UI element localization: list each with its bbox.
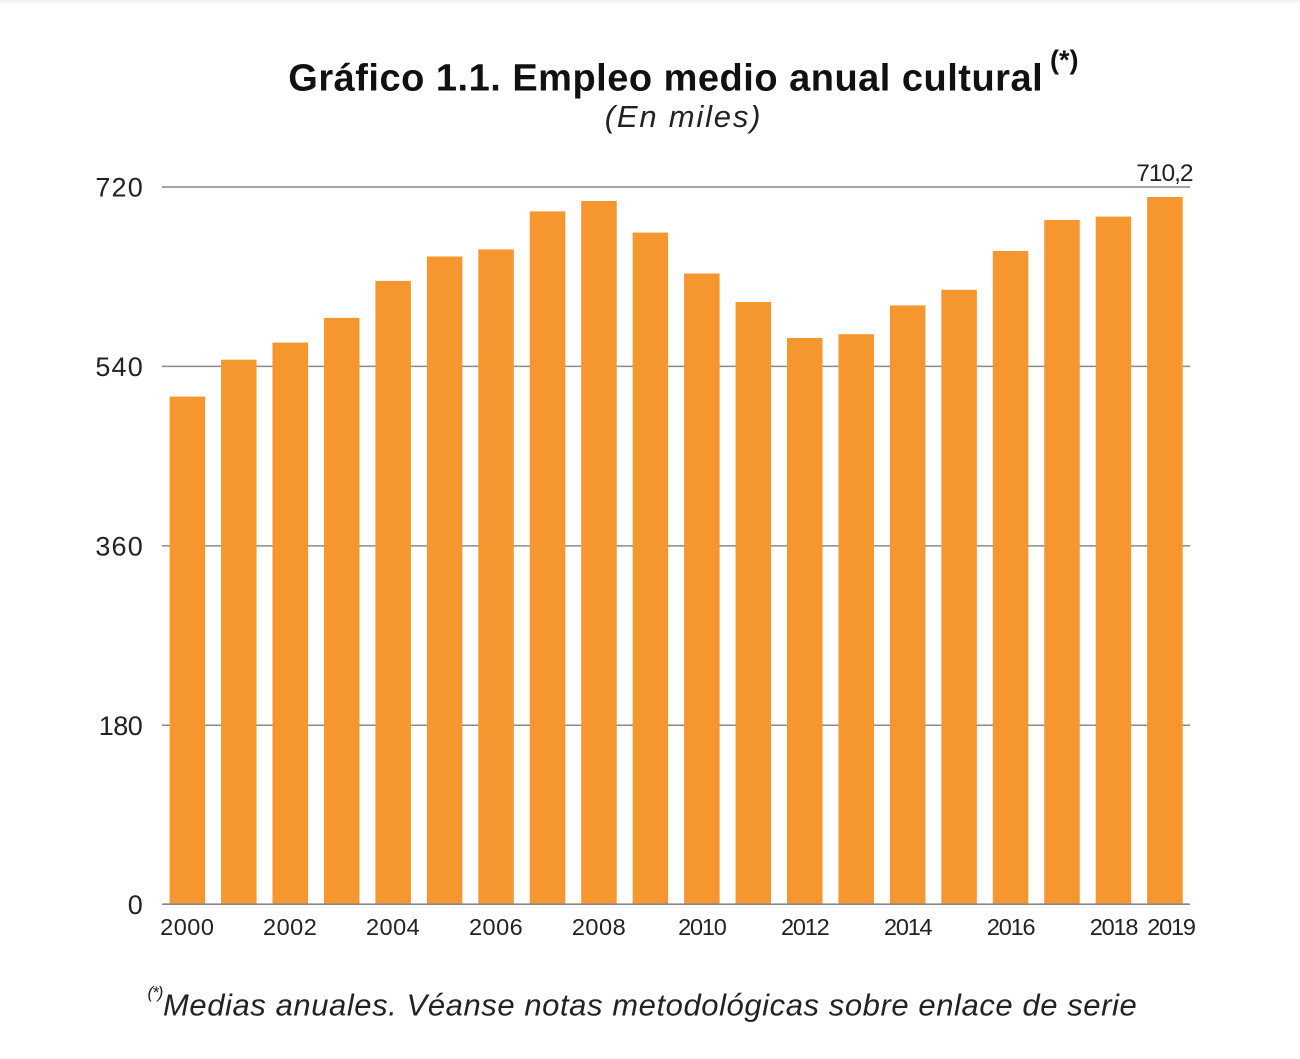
svg-text:2014: 2014 [884,914,933,940]
svg-text:0: 0 [128,890,144,920]
svg-text:710,2: 710,2 [1136,160,1193,187]
svg-text:540: 540 [95,352,144,382]
svg-text:(*): (*) [148,983,163,1002]
svg-text:180: 180 [99,711,143,741]
svg-text:2000: 2000 [160,914,214,940]
svg-text:2002: 2002 [263,914,317,940]
svg-text:2016: 2016 [987,914,1036,940]
svg-text:720: 720 [95,173,144,203]
svg-text:Gráfico 1.1. Empleo medio anua: Gráfico 1.1. Empleo medio anual cultural [288,58,1043,100]
svg-text:Medias anuales. Véanse notas m: Medias anuales. Véanse notas metodológic… [163,987,1137,1022]
svg-text:2008: 2008 [572,914,626,940]
svg-text:360: 360 [95,532,144,562]
svg-text:2010: 2010 [678,914,727,940]
svg-text:2012: 2012 [781,914,829,940]
svg-text:(*): (*) [1050,45,1079,75]
svg-text:2019: 2019 [1147,914,1195,940]
svg-text:2004: 2004 [366,914,420,940]
svg-text:(En miles): (En miles) [605,99,763,134]
svg-text:2006: 2006 [469,914,523,940]
svg-text:2018: 2018 [1090,914,1139,940]
